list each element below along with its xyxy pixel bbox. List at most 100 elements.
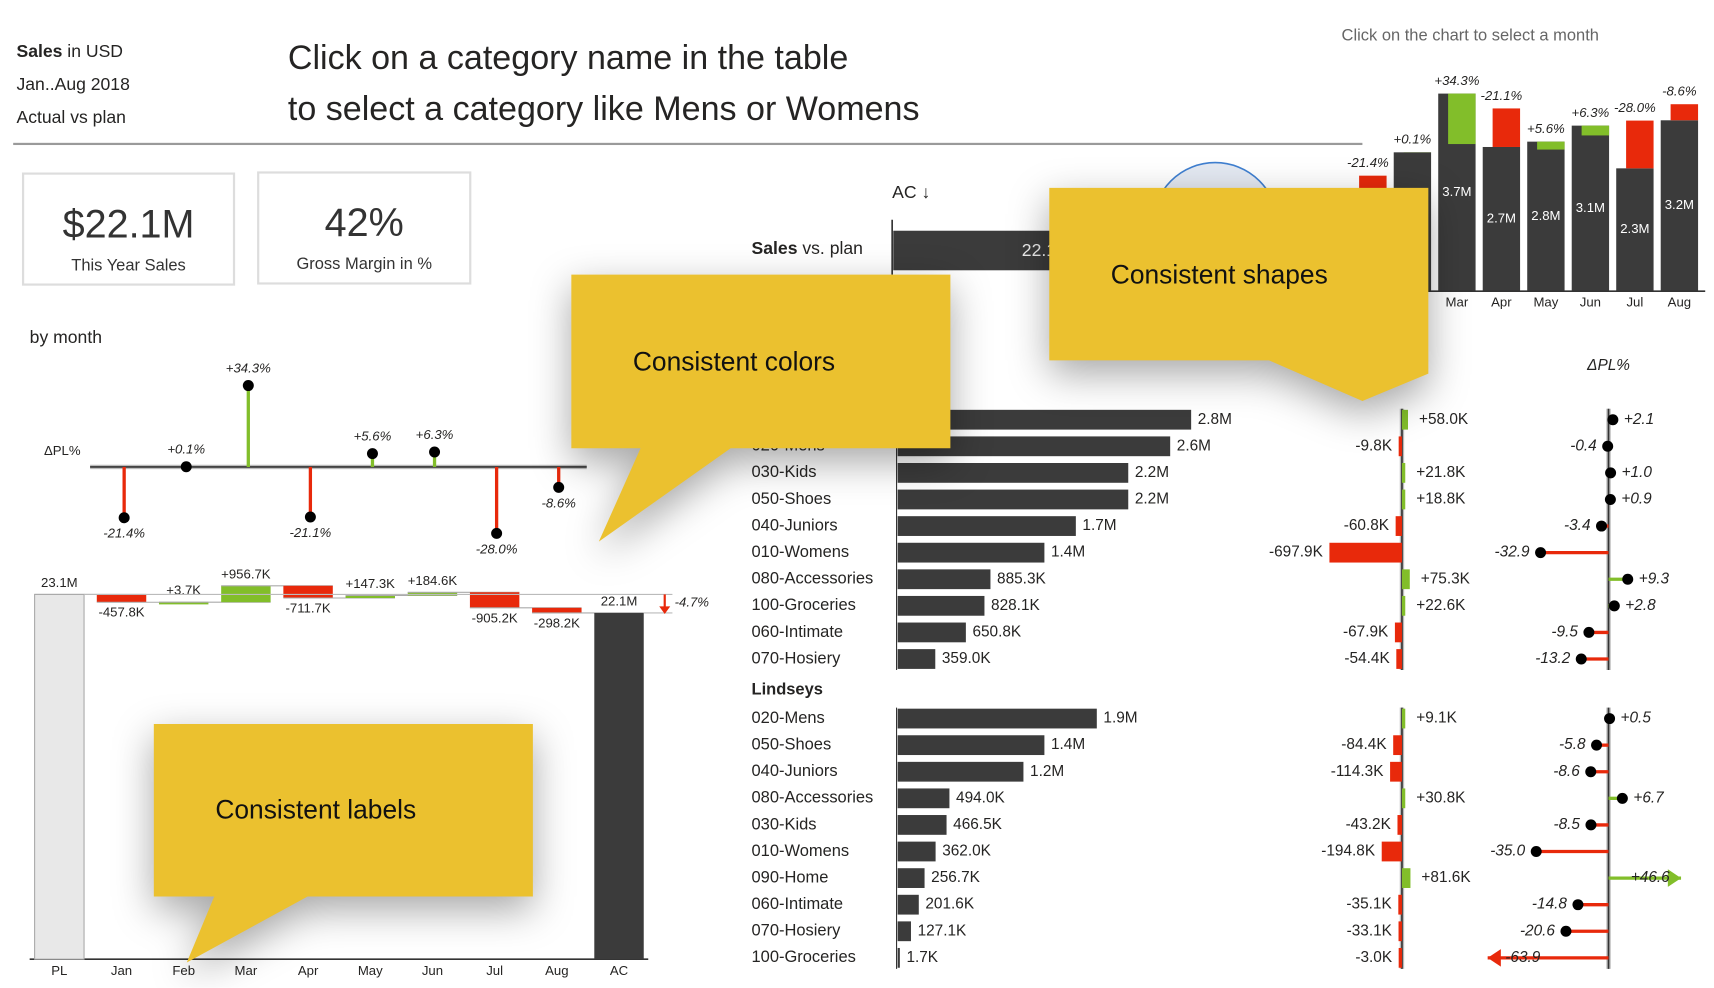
category-name[interactable]: 100-Groceries — [752, 948, 856, 966]
month-xtick[interactable]: Apr — [1491, 295, 1512, 310]
month-xtick[interactable]: May — [1533, 295, 1558, 310]
change-label: -4.7% — [675, 595, 710, 610]
waterfall-xtick[interactable]: Jan — [111, 963, 132, 978]
ac-bar[interactable] — [897, 868, 925, 888]
category-name[interactable]: 040-Juniors — [752, 762, 838, 780]
dplp-dot — [1535, 547, 1547, 559]
sales-vs-plan-label: Sales vs. plan — [752, 240, 863, 260]
sort-ac-button[interactable]: AC ↓ — [892, 183, 931, 203]
ac-bar[interactable] — [897, 569, 991, 590]
ac-bar[interactable] — [897, 788, 950, 809]
change-arrow-icon — [659, 606, 671, 615]
dplp-value: +6.7 — [1633, 789, 1665, 806]
kpi-card-margin: 42% Gross Margin in % — [257, 171, 472, 285]
month-column-ac[interactable] — [1482, 146, 1521, 292]
waterfall-xtick[interactable]: Feb — [172, 963, 195, 978]
category-name[interactable]: 060-Intimate — [752, 895, 844, 913]
category-name[interactable]: 060-Intimate — [752, 623, 844, 641]
dplp-dot — [1604, 713, 1616, 725]
waterfall-xtick[interactable]: AC — [610, 963, 629, 978]
dpl-value: +75.3K — [1421, 570, 1471, 587]
category-name[interactable]: 070-Hosiery — [752, 922, 842, 940]
month-column-ac[interactable] — [1660, 120, 1699, 292]
category-name[interactable]: 010-Womens — [752, 842, 850, 860]
category-name[interactable]: 090-Home — [752, 868, 829, 886]
dpl-bar — [1394, 622, 1402, 643]
ac-bar[interactable] — [897, 761, 1024, 782]
category-name[interactable]: 050-Shoes — [752, 736, 832, 754]
ac-bar[interactable] — [897, 622, 966, 643]
dplp-dot — [1622, 573, 1634, 585]
month-column-ac[interactable] — [1616, 168, 1654, 292]
category-name[interactable]: 030-Kids — [752, 815, 817, 833]
ac-value: 2.6M — [1177, 437, 1211, 454]
waterfall-xtick[interactable]: Aug — [545, 963, 568, 978]
column-header-dplp: ΔPL% — [1586, 357, 1630, 374]
ac-bar[interactable] — [897, 921, 911, 942]
measure-name: Sales — [16, 42, 63, 62]
ac-bar[interactable] — [897, 947, 900, 968]
waterfall-xtick[interactable]: May — [358, 963, 383, 978]
month-column-ac[interactable] — [1571, 125, 1610, 292]
ac-bar[interactable] — [897, 815, 947, 835]
category-name[interactable]: 040-Juniors — [752, 516, 838, 534]
dplp-dot — [1585, 819, 1597, 831]
ac-bar[interactable] — [897, 516, 1076, 536]
lollipop-label: +0.1% — [167, 442, 205, 457]
category-name[interactable]: 010-Womens — [752, 543, 850, 561]
dplp-dot — [1560, 925, 1572, 937]
month-column-delta-label: -8.6% — [1662, 84, 1697, 99]
month-xtick[interactable]: Jul — [1626, 295, 1643, 310]
category-name[interactable]: 070-Hosiery — [752, 649, 842, 667]
ac-bar[interactable] — [897, 463, 1129, 483]
ac-bar[interactable] — [897, 542, 1045, 563]
waterfall-label: +147.3K — [346, 576, 396, 591]
lollipop-dot — [491, 527, 503, 539]
ac-bar[interactable] — [897, 489, 1129, 510]
ac-bar[interactable] — [897, 409, 1192, 430]
ac-bar[interactable] — [897, 595, 985, 616]
ac-value: 127.1K — [918, 922, 967, 939]
lollipop-dot — [118, 512, 130, 524]
group-header[interactable]: Lindseys — [752, 680, 823, 698]
category-name[interactable]: 080-Accessories — [752, 570, 874, 588]
month-xtick[interactable]: Jun — [1580, 295, 1601, 310]
period-label: Jan..Aug 2018 — [16, 75, 130, 95]
lollipop-label: -28.0% — [476, 541, 518, 556]
sales-vs-plan-bar[interactable] — [893, 230, 1081, 271]
month-column-ac[interactable] — [1527, 141, 1565, 292]
category-name[interactable]: 050-Shoes — [752, 490, 832, 508]
waterfall-xtick[interactable]: Mar — [235, 963, 258, 978]
callout-shapes — [1049, 187, 1429, 402]
category-name[interactable]: 020-Mens — [752, 709, 825, 727]
ac-bar[interactable] — [897, 894, 919, 915]
kpi-value: $22.1M — [62, 201, 195, 247]
category-name[interactable]: 080-Accessories — [752, 789, 874, 807]
month-xtick[interactable]: Mar — [1446, 295, 1469, 310]
waterfall-xtick[interactable]: Jul — [486, 963, 503, 978]
ac-value: 1.4M — [1051, 544, 1085, 561]
ac-bar[interactable] — [897, 708, 1097, 729]
ac-bar[interactable] — [897, 735, 1045, 756]
waterfall-xtick[interactable]: PL — [51, 963, 67, 978]
callout-shapes-text: Consistent shapes — [1110, 260, 1328, 291]
ac-bar[interactable] — [897, 841, 936, 862]
waterfall-xtick[interactable]: Apr — [298, 963, 319, 978]
waterfall-xtick[interactable]: Jun — [422, 963, 443, 978]
arrow-right-icon — [1667, 869, 1682, 887]
waterfall-bar-delta — [96, 594, 147, 603]
month-xtick[interactable]: Aug — [1668, 295, 1691, 310]
category-name[interactable]: 030-Kids — [752, 463, 817, 481]
lollipop-dot — [304, 511, 316, 523]
category-name[interactable]: 100-Groceries — [752, 596, 856, 614]
lollipop-label: +6.3% — [416, 427, 454, 442]
dpl-value: +18.8K — [1416, 491, 1466, 508]
dpl-value: -84.4K — [1341, 736, 1387, 753]
dplp-dot — [1591, 739, 1603, 751]
ac-value: 466.5K — [953, 816, 1002, 833]
ac-bar[interactable] — [897, 649, 936, 669]
ac-bar[interactable] — [897, 436, 1171, 457]
dplp-value: +0.5 — [1621, 710, 1652, 727]
